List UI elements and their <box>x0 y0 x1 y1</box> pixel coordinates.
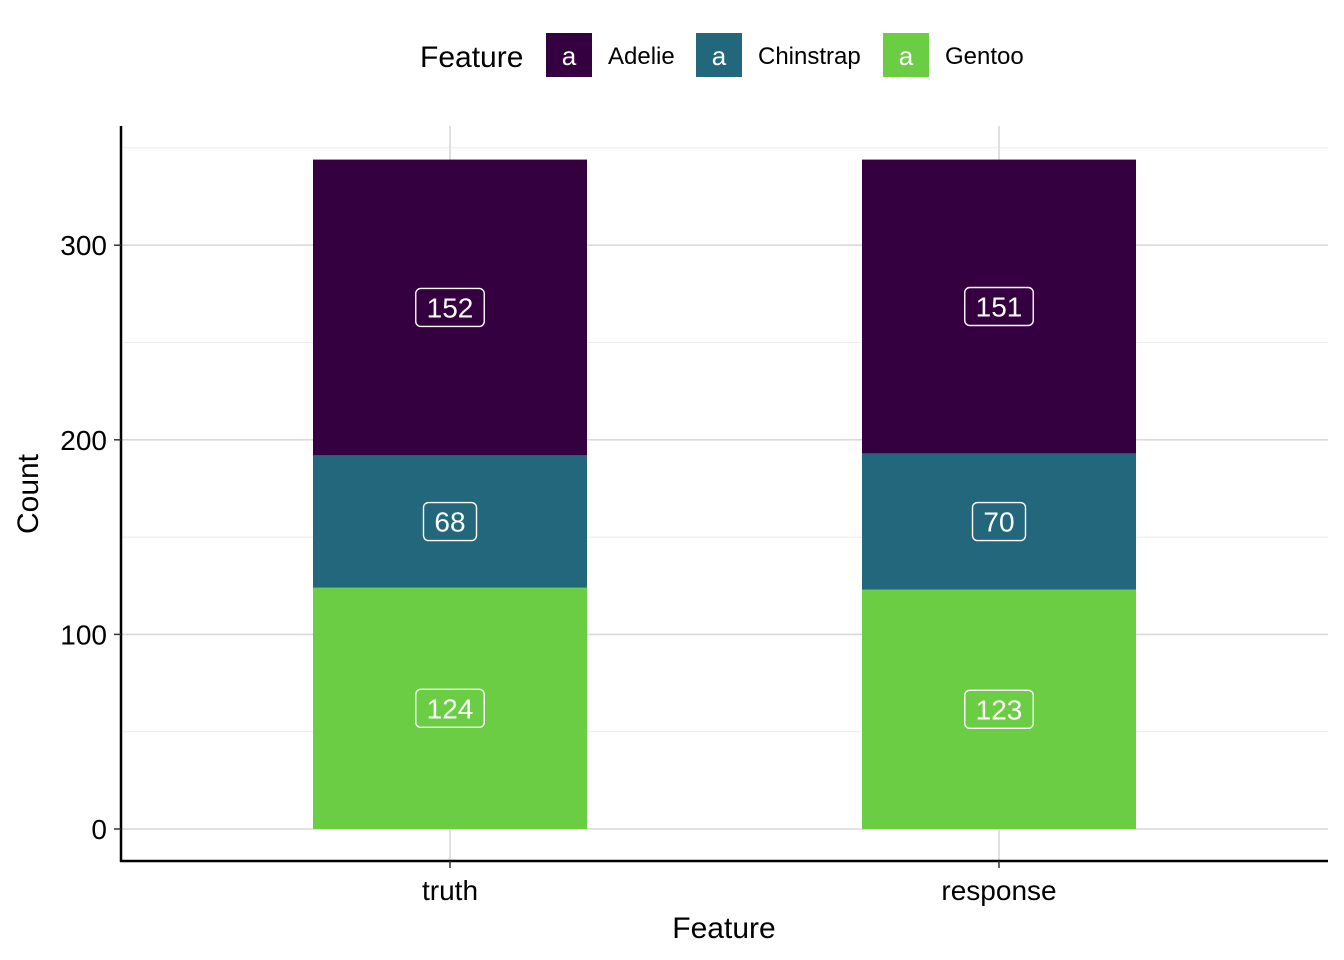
legend-key-glyph: a <box>899 41 914 71</box>
legend-key-chinstrap <box>696 33 742 77</box>
data-label: 151 <box>976 291 1023 322</box>
bar-gentoo-response <box>862 589 1136 829</box>
bar-adelie-response <box>862 159 1136 454</box>
data-label-box <box>415 287 485 328</box>
data-label: 123 <box>976 694 1023 725</box>
data-labels: 124 68 152 123 70 151 <box>415 286 1034 730</box>
x-tick-label: truth <box>422 875 478 906</box>
data-label-box <box>415 688 485 729</box>
data-label-box <box>971 501 1027 542</box>
y-tick-label: 100 <box>60 619 107 650</box>
bars <box>313 159 1136 829</box>
gridlines <box>121 126 1328 861</box>
legend-key-adelie <box>546 33 592 77</box>
data-label: 70 <box>983 507 1014 538</box>
x-axis-title: Feature <box>672 912 775 945</box>
data-label-box <box>964 689 1034 730</box>
legend: Feature a Adelie a Chinstrap a Gentoo <box>420 33 1024 77</box>
legend-label-adelie: Adelie <box>608 43 675 70</box>
legend-label-chinstrap: Chinstrap <box>758 43 861 70</box>
legend-key-gentoo <box>883 33 929 77</box>
legend-label-gentoo: Gentoo <box>945 43 1024 70</box>
data-label: 68 <box>434 507 465 538</box>
x-tick-labels: truth response <box>422 861 1057 906</box>
axes <box>119 126 1328 863</box>
y-tick-labels: 0 100 200 300 <box>60 230 121 845</box>
legend-key-glyph: a <box>562 41 577 71</box>
bar-gentoo-truth <box>313 587 587 829</box>
bar-chinstrap-response <box>862 453 1136 590</box>
bar-chinstrap-truth <box>313 455 587 588</box>
y-tick-label: 0 <box>91 814 107 845</box>
legend-key-glyph: a <box>712 41 727 71</box>
bar-adelie-truth <box>313 159 587 456</box>
x-tick-label: response <box>941 875 1056 906</box>
legend-title: Feature <box>420 41 523 74</box>
y-axis-title: Count <box>12 453 45 534</box>
data-label-box <box>422 501 478 542</box>
data-label-box <box>964 286 1034 327</box>
y-tick-label: 200 <box>60 425 107 456</box>
data-label: 124 <box>427 693 474 724</box>
y-tick-label: 300 <box>60 230 107 261</box>
data-label: 152 <box>427 292 474 323</box>
